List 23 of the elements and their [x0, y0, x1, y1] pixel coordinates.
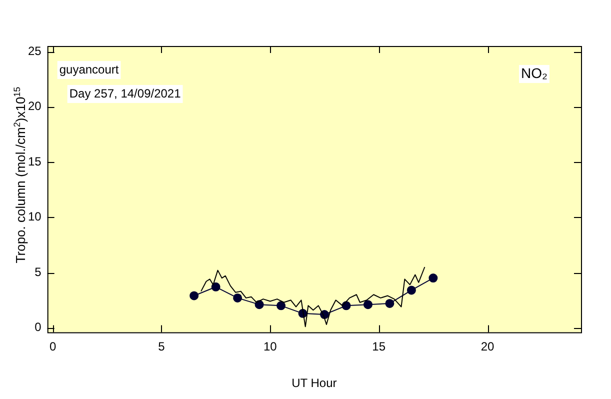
x-tick-label: 20 [480, 340, 495, 354]
point [385, 298, 394, 308]
y-tick-label: 15 [28, 154, 42, 168]
y-tick-label: 10 [28, 210, 42, 224]
point [190, 291, 199, 300]
point [428, 274, 438, 283]
annotation: guyancourt [59, 62, 120, 76]
y-tick-label: 25 [28, 44, 42, 58]
y-tick-label: 0 [34, 320, 42, 334]
x-tick-label: 15 [372, 340, 386, 354]
annotation: NO₂ [521, 64, 548, 81]
x-axis-title: UT Hour [292, 376, 337, 390]
x-tick-label: 5 [158, 340, 166, 354]
y-tick-label: 5 [34, 264, 42, 279]
x-tick-label: 10 [263, 340, 278, 354]
point [363, 300, 372, 310]
point [276, 301, 286, 310]
x-tick-label: 0 [49, 340, 56, 354]
y-tick-label: 20 [28, 99, 42, 114]
point [406, 286, 416, 295]
point [211, 282, 220, 292]
point [233, 293, 242, 302]
annotation: Day 257, 14/09/2021 [69, 86, 182, 100]
